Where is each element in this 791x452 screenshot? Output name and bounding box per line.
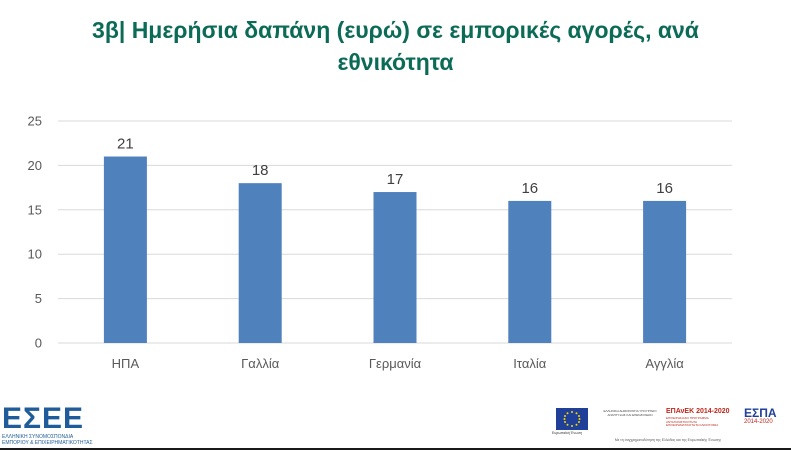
y-tick-label: 10 (28, 247, 42, 262)
data-label: 16 (656, 180, 673, 197)
bar (103, 156, 147, 343)
data-label: 17 (387, 171, 404, 188)
greek-ministry-text: ΕΛΛΗΝΙΚΗ ΔΗΜΟΚΡΑΤΙΑ ΥΠΟΥΡΓΕΙΟ ΑΝΑΠΤΥΞΗΣ … (603, 409, 657, 417)
x-tick-label: ΗΠΑ (112, 356, 140, 371)
epanek-subtitle: ΕΠΙΧΕΙΡΗΣΙΑΚΟ ΠΡΟΓΡΑΜΜΑ ΑΝΤΑΓΩΝΙΣΤΙΚΟΤΗΤ… (666, 416, 719, 428)
y-tick-label: 20 (28, 158, 42, 173)
x-tick-label: Γερμανία (369, 356, 422, 371)
bar-chart: 0 5 10 15 20 25 21 ΗΠΑ 18 Γαλλία 17 Γερμανία 16 Ιταλί… (28, 114, 732, 371)
data-label: 18 (252, 162, 269, 179)
espa-title: ΕΣΠΑ (744, 406, 777, 420)
banner-caption: Με τη συγχρηματοδότηση της Ελλάδας και τ… (614, 438, 722, 442)
bar (508, 200, 552, 343)
eu-flag-icon (556, 408, 588, 430)
espa-subtitle: 2014-2020 (744, 419, 773, 425)
data-label: 21 (117, 136, 134, 153)
x-tick-label: Ιταλία (513, 356, 546, 371)
y-tick-label: 5 (35, 291, 42, 306)
epanek-title: ΕΠΑνΕΚ 2014-2020 (666, 408, 730, 415)
funding-banner: Ευρωπαϊκή Ένωση ΕΛΛΗΝΙΚΗ ΔΗΜΟΚΡΑΤΙΑ ΥΠΟΥ… (548, 404, 788, 444)
y-tick-label: 0 (35, 336, 42, 351)
eseee-logo: ΕΣΕΕ ΕΛΛΗΝΙΚΗ ΣΥΝΟΜΟΣΠΟΝΔΙΑ ΕΜΠΟΡΙΟΥ & Ε… (2, 402, 94, 447)
bar (373, 192, 417, 343)
x-tick-label: Αγγλία (645, 356, 684, 371)
eseee-logo-subtext: ΕΛΛΗΝΙΚΗ ΣΥΝΟΜΟΣΠΟΝΔΙΑ ΕΜΠΟΡΙΟΥ & ΕΠΙΧΕΙ… (2, 434, 93, 446)
y-tick-label: 15 (28, 202, 42, 217)
bar (238, 183, 282, 343)
eseee-logo-text: ΕΣΕΕ (2, 402, 85, 435)
x-tick-label: Γαλλία (241, 356, 280, 371)
data-label: 16 (521, 180, 538, 197)
y-tick-label: 25 (28, 114, 42, 129)
footer-divider (0, 448, 791, 450)
chart-title: 3β| Ημερήσια δαπάνη (ευρώ) σε εμπορικές … (92, 17, 699, 75)
bar (643, 200, 687, 343)
eu-caption: Ευρωπαϊκή Ένωση (552, 431, 583, 435)
